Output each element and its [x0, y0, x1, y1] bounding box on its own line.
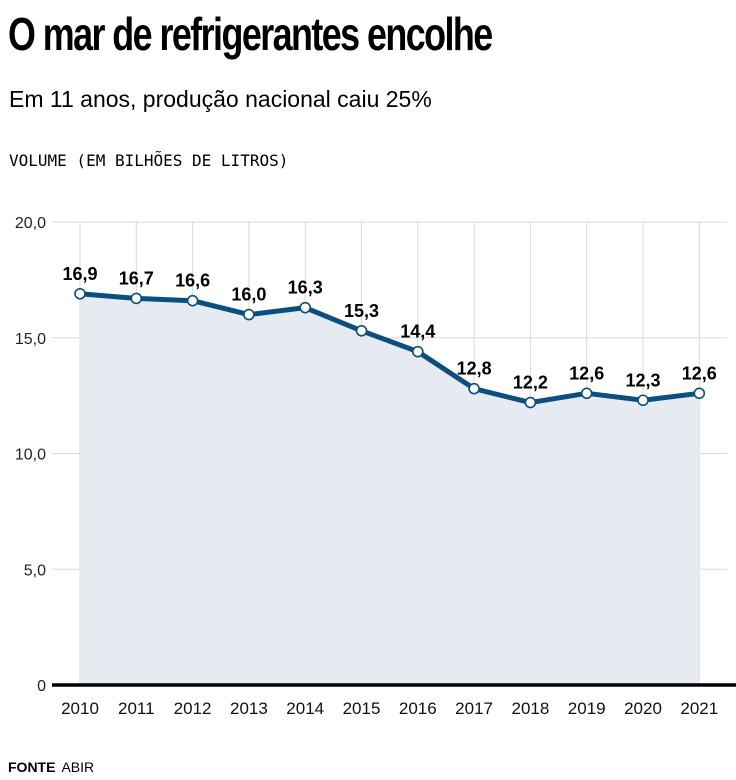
- area-fill: [80, 293, 700, 685]
- data-point: [243, 308, 255, 321]
- chart-title: O mar de refrigerantes encolhe: [8, 8, 493, 60]
- data-point: [468, 382, 480, 395]
- x-tick-label: 2021: [680, 699, 718, 718]
- data-point: [693, 387, 706, 400]
- y-tick-label: 10,0: [15, 447, 46, 464]
- data-markers: [74, 287, 706, 409]
- y-axis-unit-label: VOLUME (EM BILHÕES DE LITROS): [9, 151, 289, 170]
- data-point: [74, 287, 86, 300]
- line-chart: 0 5,0 10,0 15,0 20,0 16,9 16,7 16,6 16,0 16,3 15,…: [15, 215, 736, 718]
- x-tick-label: 2017: [455, 699, 493, 718]
- data-point: [299, 301, 312, 314]
- x-tick-label: 2016: [399, 699, 437, 718]
- data-labels: 16,9 16,7 16,6 16,0 16,3 15,3 14,4 12,8 12,2 12,6…: [62, 264, 716, 393]
- data-label: 16,9: [62, 264, 97, 284]
- y-tick-label: 20,0: [15, 215, 46, 232]
- data-point: [580, 387, 593, 400]
- data-label: 16,6: [175, 271, 210, 291]
- data-point: [411, 345, 424, 358]
- data-point: [524, 396, 537, 409]
- data-label: 12,6: [682, 363, 717, 383]
- data-label: 12,6: [569, 363, 604, 383]
- x-tick-label: 2012: [174, 699, 212, 718]
- series-line: [79, 291, 700, 406]
- data-label: 15,3: [344, 301, 379, 321]
- y-tick-label: 15,0: [15, 331, 46, 348]
- source-value: ABIR: [61, 759, 95, 775]
- data-label: 16,0: [231, 285, 266, 305]
- data-label: 12,8: [457, 359, 492, 379]
- source-note: FONTE ABIR: [8, 758, 94, 776]
- data-label: 16,3: [288, 278, 323, 298]
- x-tick-label: 2014: [286, 699, 324, 718]
- y-tick-label: 0: [37, 678, 46, 695]
- x-tick-label: 2020: [624, 699, 662, 718]
- x-tick-label: 2018: [511, 699, 549, 718]
- x-tick-label: 2013: [230, 699, 268, 718]
- chart-subtitle: Em 11 anos, produção nacional caiu 25%: [9, 86, 432, 112]
- data-label: 12,2: [513, 373, 548, 393]
- x-tick-label: 2010: [61, 699, 99, 718]
- data-label: 12,3: [625, 370, 660, 390]
- y-tick-labels: 0 5,0 10,0 15,0 20,0: [15, 215, 46, 695]
- x-tick-labels: 2010 2011 2012 2013 2014 2015 2016 2017 2018 2019…: [61, 699, 718, 718]
- y-tick-label: 5,0: [24, 562, 46, 579]
- x-tick-label: 2019: [568, 699, 606, 718]
- source-key: FONTE: [8, 759, 56, 775]
- data-label: 14,4: [400, 322, 435, 342]
- data-point: [355, 325, 368, 337]
- x-tick-label: 2011: [118, 699, 155, 718]
- data-point: [637, 394, 649, 407]
- x-tick-label: 2015: [343, 699, 381, 718]
- data-point: [186, 294, 199, 307]
- data-point: [130, 292, 143, 305]
- data-label: 16,7: [119, 268, 154, 288]
